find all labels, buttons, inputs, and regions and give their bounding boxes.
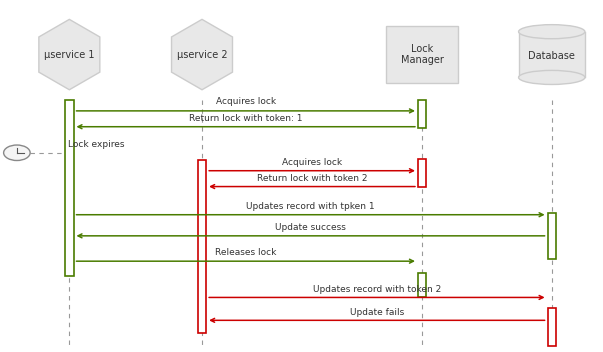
FancyBboxPatch shape [548, 213, 556, 259]
Circle shape [4, 145, 30, 161]
Text: Lock
Manager: Lock Manager [400, 44, 444, 65]
Text: Update fails: Update fails [350, 308, 404, 317]
Text: Updates record with tpken 1: Updates record with tpken 1 [246, 202, 375, 211]
Text: Return lock with token: 1: Return lock with token: 1 [189, 114, 303, 123]
Text: Acquires lock: Acquires lock [216, 97, 276, 106]
FancyBboxPatch shape [418, 100, 426, 128]
Text: μservice 1: μservice 1 [44, 50, 95, 59]
FancyBboxPatch shape [548, 308, 556, 346]
Polygon shape [171, 19, 233, 90]
Ellipse shape [519, 70, 585, 84]
Text: μservice 2: μservice 2 [177, 50, 227, 59]
Polygon shape [39, 19, 100, 90]
FancyBboxPatch shape [198, 160, 206, 333]
Text: Releases lock: Releases lock [215, 248, 276, 257]
FancyBboxPatch shape [418, 159, 426, 187]
Text: Acquires lock: Acquires lock [282, 158, 342, 167]
FancyBboxPatch shape [519, 32, 585, 77]
Text: Database: Database [528, 51, 575, 61]
Text: Lock expires: Lock expires [68, 139, 125, 149]
FancyBboxPatch shape [418, 273, 426, 297]
FancyBboxPatch shape [65, 100, 74, 276]
FancyBboxPatch shape [386, 26, 458, 83]
Text: Return lock with token 2: Return lock with token 2 [257, 174, 367, 183]
Text: Update success: Update success [275, 223, 346, 232]
Text: Updates record with token 2: Updates record with token 2 [313, 284, 441, 294]
Ellipse shape [519, 25, 585, 39]
